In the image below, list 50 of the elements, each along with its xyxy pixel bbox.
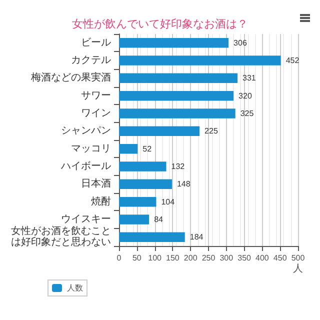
y-tick-label: 梅酒などの果実酒 [30,72,111,84]
chart-title: 女性が飲んでいて好印象なお酒は？ [72,18,248,30]
data-label: 320 [238,91,252,100]
x-tick-label: 50 [132,254,142,262]
x-tick-label: 150 [166,254,180,262]
data-label: 331 [242,74,256,83]
x-tick-label: 350 [238,254,252,262]
data-label: 84 [154,215,164,224]
data-label: 132 [171,162,186,171]
x-tick-label: 300 [220,254,234,262]
bar [119,162,166,172]
data-label: 52 [142,144,152,154]
bar [119,179,172,190]
data-label: 452 [286,56,300,65]
x-tick-label: 250 [202,254,216,262]
y-tick-label: ビール [81,37,111,48]
data-label: 184 [190,232,204,242]
y-tick-label: サワー [81,90,111,102]
bar [119,73,238,84]
x-axis-title: 人 [293,264,303,274]
x-tick-label: 200 [184,254,198,262]
x-tick-label: 0 [116,254,122,262]
y-tick-label: 焼酎 [91,195,111,208]
data-label: 225 [204,126,218,136]
bar [119,126,200,136]
y-tick-label: ハイボール [60,161,111,172]
bar [119,90,234,101]
bar [119,38,229,48]
bar [119,214,150,224]
x-tick-label: 500 [291,254,306,262]
x-tick-label: 400 [256,254,270,262]
legend-label: 人数 [67,284,83,292]
bar [119,196,156,207]
y-tick-label: 日本酒 [81,178,111,190]
y-tick-label: カクテル [71,55,111,66]
data-label: 306 [234,38,248,48]
bar [119,108,236,118]
bar [119,144,138,154]
x-tick-label: 450 [273,254,288,262]
y-tick-label: ウイスキー [61,214,111,225]
bar [119,56,281,66]
x-tick-label: 100 [148,254,162,262]
data-label: 148 [176,180,191,189]
bar [119,232,185,242]
y-tick-label: 女性がお酒を飲むことは好印象だと思わない [11,225,111,248]
data-label: 325 [240,109,254,118]
y-tick-label: マッコリ [71,143,111,154]
data-label: 104 [161,197,176,206]
y-tick-label: ワイン [81,108,111,119]
y-tick-label: シャンパン [61,126,111,137]
